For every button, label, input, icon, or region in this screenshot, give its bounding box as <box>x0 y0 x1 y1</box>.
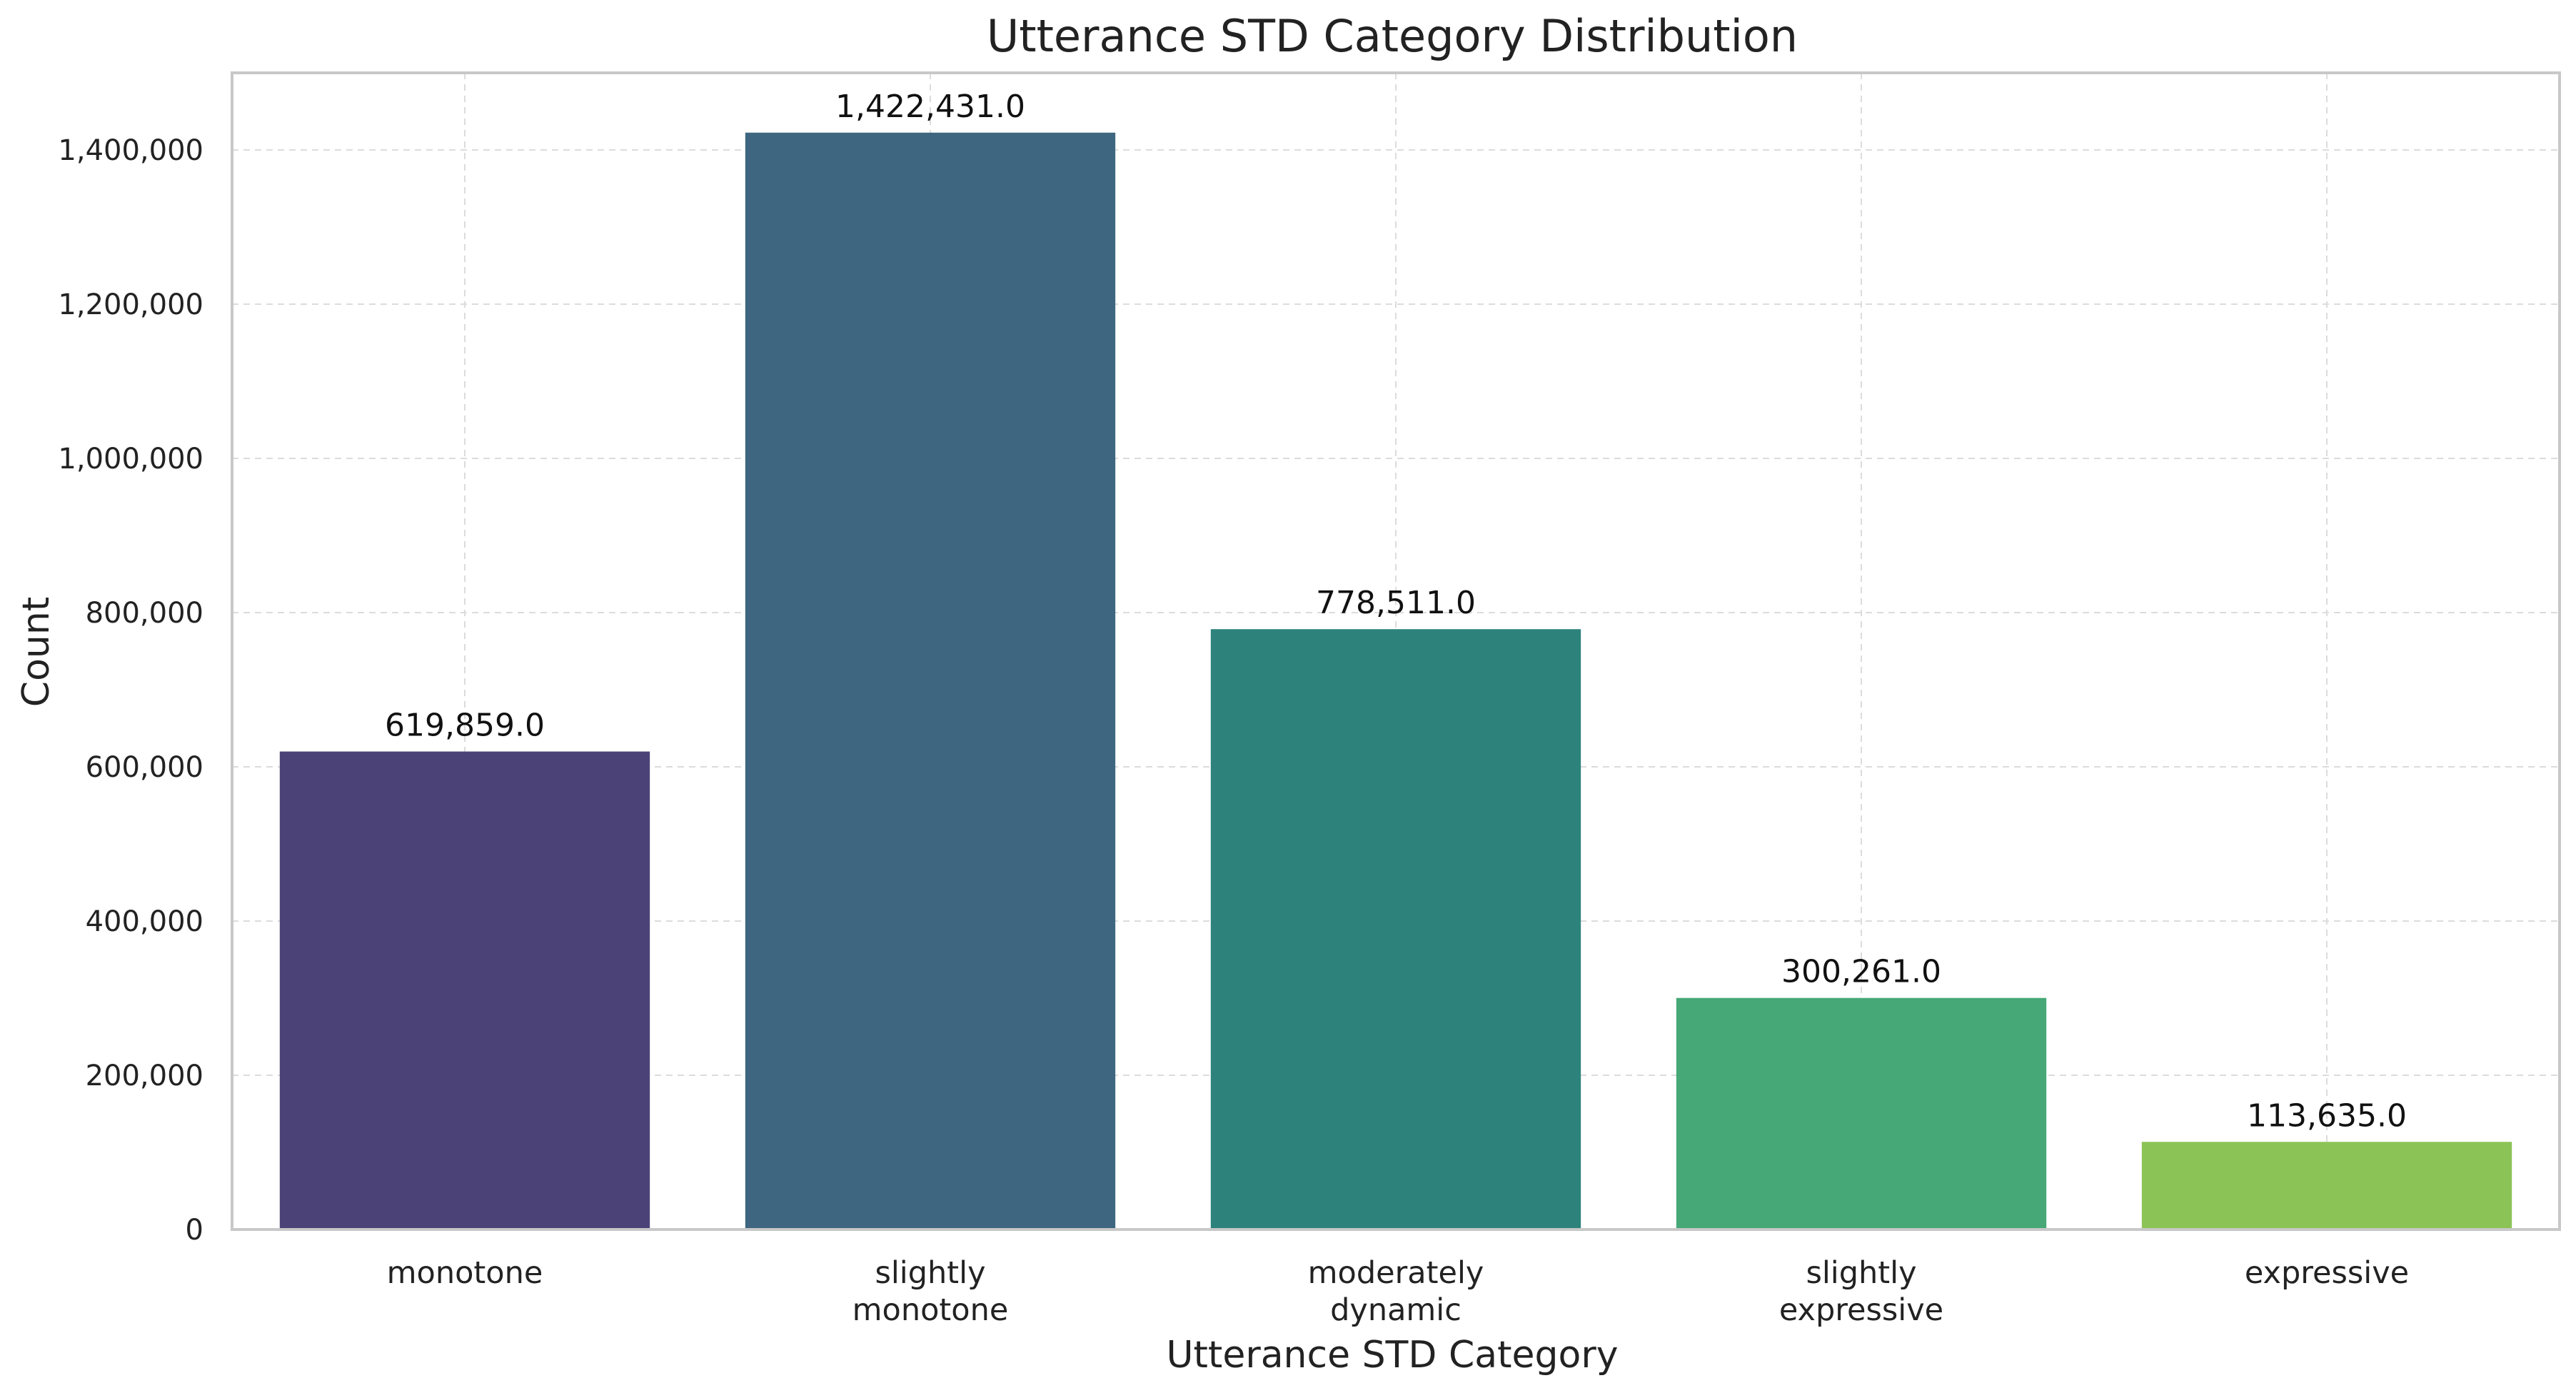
y-tick-label: 800,000 <box>86 597 203 630</box>
y-axis-title: Count <box>15 597 58 707</box>
y-tick-label: 1,000,000 <box>58 443 203 476</box>
x-tick-label: slightly monotone <box>852 1255 1009 1328</box>
y-axis-ticks: 0 200,000 400,000 600,000 800,000 1,000,000 1,… <box>58 134 203 1247</box>
bar-value-label: 1,422,431.0 <box>835 89 1025 125</box>
x-tick-label: moderately dynamic <box>1308 1255 1484 1328</box>
bar <box>279 751 650 1229</box>
y-tick-label: 1,400,000 <box>58 134 203 167</box>
x-tick-label: expressive <box>2245 1255 2409 1291</box>
y-tick-label: 200,000 <box>86 1060 203 1092</box>
bar-value-label: 778,511.0 <box>1316 585 1476 621</box>
bar-value-label: 300,261.0 <box>1781 954 1941 990</box>
bar <box>1676 997 2047 1229</box>
bar <box>2141 1142 2512 1229</box>
bars <box>279 132 2512 1229</box>
y-tick-label: 1,200,000 <box>58 288 203 321</box>
bar-value-label: 113,635.0 <box>2247 1097 2407 1134</box>
data-labels: 619,859.0 1,422,431.0 778,511.0 300,261.0 11… <box>385 89 2407 1134</box>
x-tick-label: slightly expressive <box>1779 1255 1943 1328</box>
x-axis-title: Utterance STD Category <box>1166 1334 1618 1377</box>
bar <box>745 132 1116 1229</box>
bar <box>1210 629 1581 1229</box>
chart-title: Utterance STD Category Distribution <box>987 10 1798 62</box>
y-tick-label: 400,000 <box>86 905 203 938</box>
x-tick-label: monotone <box>387 1255 543 1291</box>
plot-frame <box>231 71 2561 1231</box>
y-tick-label: 600,000 <box>86 751 203 784</box>
x-axis-ticks: monotone slightly monotone moderately dynami… <box>387 1255 2409 1328</box>
bar-value-label: 619,859.0 <box>385 708 545 744</box>
y-tick-label: 0 <box>186 1214 203 1247</box>
